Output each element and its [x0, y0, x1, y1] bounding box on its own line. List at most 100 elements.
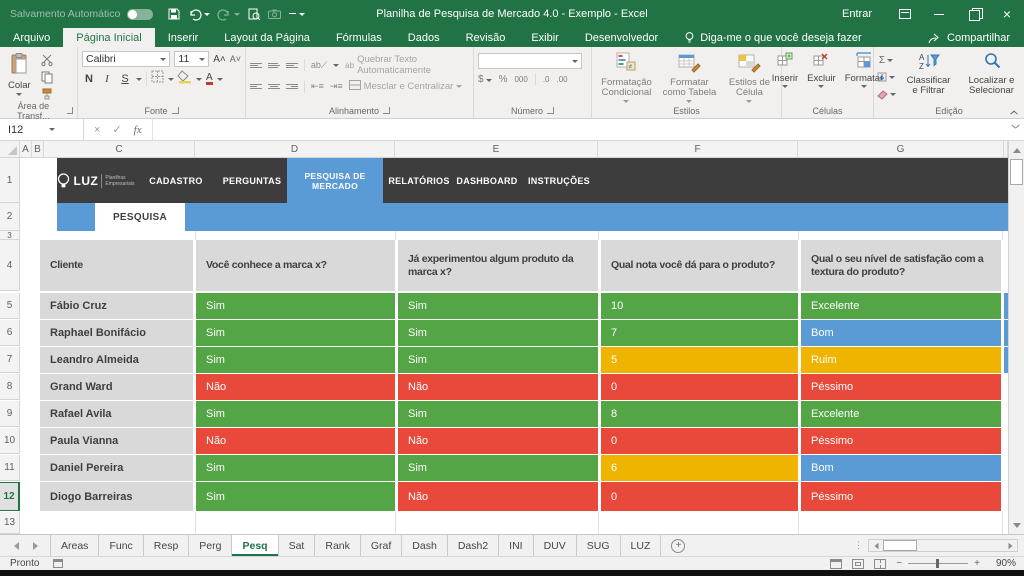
close-button[interactable]: × [1002, 6, 1012, 22]
cell-answer[interactable]: 0 [601, 374, 798, 400]
sheet-tab-pesq[interactable]: Pesq [232, 535, 279, 556]
cell-answer[interactable]: 5 [601, 347, 798, 373]
cell-answer[interactable]: Sim [196, 401, 395, 427]
cell-client[interactable]: Paula Vianna [40, 428, 193, 454]
column-header-c[interactable]: C [44, 141, 195, 157]
cell-client[interactable]: Rafael Avila [40, 401, 193, 427]
underline-button[interactable]: S [121, 73, 129, 85]
cell-client[interactable]: Leandro Almeida [40, 347, 193, 373]
ribbon-tab-layout-da-pagina[interactable]: Layout da Página [224, 31, 310, 44]
copy-icon[interactable] [39, 70, 55, 84]
cell-partial[interactable] [1004, 455, 1008, 481]
scroll-right-icon[interactable] [1004, 541, 1016, 550]
align-bottom-icon[interactable] [286, 62, 298, 68]
sheet-tab-graf[interactable]: Graf [361, 535, 403, 556]
cell-answer[interactable]: Sim [398, 320, 598, 346]
vertical-scroll-thumb[interactable] [1010, 159, 1023, 185]
percent-style-icon[interactable]: % [498, 73, 508, 85]
nav-tab-pesquisa-de-mercado[interactable]: PESQUISA DE MERCADO [287, 158, 383, 203]
number-dialog-launcher-icon[interactable] [547, 107, 554, 114]
sheet-nav-left-icon[interactable] [14, 541, 19, 550]
cell-client[interactable]: Diogo Barreiras [40, 482, 193, 511]
zoom-in-icon[interactable]: + [974, 558, 980, 569]
ribbon-tab-arquivo[interactable]: Arquivo [13, 31, 51, 44]
tab-splitter-handle[interactable]: ⋮ [854, 540, 864, 550]
cell-partial[interactable] [1004, 401, 1008, 427]
ribbon-tab-pagina-inicial[interactable]: Página Inicial [63, 28, 155, 47]
sheet-tab-rank[interactable]: Rank [315, 535, 361, 556]
number-format-combo[interactable] [478, 53, 582, 69]
align-top-icon[interactable] [250, 62, 262, 68]
cell-answer[interactable]: 6 [601, 455, 798, 481]
row-header[interactable]: 9 [0, 401, 20, 427]
cell-answer[interactable]: Bom [801, 320, 1001, 346]
ribbon-tab-desenvolvedor[interactable]: Desenvolvedor [584, 31, 659, 44]
cell-partial[interactable] [1004, 428, 1008, 454]
format-cells-button[interactable]: Formatar [842, 51, 887, 89]
bold-button[interactable]: N [85, 73, 93, 85]
tell-me-box[interactable]: Diga-me o que você deseja fazer [671, 28, 875, 47]
cell-answer[interactable]: Ruim [801, 347, 1001, 373]
scroll-up-icon[interactable] [1009, 142, 1024, 158]
zoom-out-icon[interactable]: − [896, 558, 903, 569]
font-color-icon[interactable]: A [206, 72, 213, 85]
table-header-q3[interactable]: Qual nota você dá para o produto? [601, 240, 798, 291]
row-header[interactable]: 5 [0, 293, 20, 319]
cell-answer[interactable]: Sim [196, 482, 395, 511]
italic-button[interactable]: I [105, 73, 109, 85]
camera-icon[interactable] [268, 9, 282, 19]
format-as-table-button[interactable]: Formatar como Tabela [659, 51, 720, 104]
cell-client[interactable]: Raphael Bonifácio [40, 320, 193, 346]
font-name-combo[interactable]: Calibri [82, 51, 171, 67]
sheet-nav-right-icon[interactable] [33, 541, 38, 550]
cell-answer[interactable]: 0 [601, 428, 798, 454]
nav-tab-relatorios[interactable]: RELATÓRIOS [388, 175, 450, 186]
column-header-e[interactable]: E [395, 141, 598, 157]
alignment-dialog-launcher-icon[interactable] [383, 107, 391, 114]
cell-answer[interactable]: Excelente [801, 401, 1001, 427]
merge-center-button[interactable]: Mesclar e Centralizar [348, 80, 463, 93]
vertical-scrollbar[interactable] [1008, 141, 1024, 534]
undo-icon[interactable] [188, 8, 211, 21]
cell-answer[interactable]: Sim [398, 401, 598, 427]
cell-partial[interactable] [1004, 482, 1008, 511]
collapse-ribbon-icon[interactable] [1010, 109, 1018, 114]
cell-answer[interactable]: Sim [196, 293, 395, 319]
row-header[interactable]: 2 [0, 203, 20, 231]
cell-answer[interactable]: Excelente [801, 293, 1001, 319]
scroll-down-icon[interactable] [1009, 517, 1024, 533]
formula-input[interactable] [153, 119, 1024, 140]
row-header[interactable]: 11 [0, 455, 20, 481]
increase-decimal-icon[interactable]: .0 [542, 74, 550, 84]
insert-function-icon[interactable]: fx [133, 123, 142, 136]
align-left-icon[interactable] [250, 84, 262, 89]
accessibility-icon[interactable] [53, 559, 64, 568]
cell-answer[interactable]: Sim [196, 455, 395, 481]
cell-answer[interactable]: Sim [196, 347, 395, 373]
column-header-b[interactable]: B [32, 141, 44, 157]
ribbon-tab-inserir[interactable]: Inserir [167, 31, 199, 44]
format-painter-icon[interactable] [39, 87, 55, 101]
sheet-tab-ini[interactable]: INI [499, 535, 534, 556]
new-sheet-button[interactable]: + [671, 538, 686, 553]
enter-icon[interactable]: ✓ [112, 124, 122, 136]
cell-partial[interactable] [1004, 320, 1008, 346]
wrap-text-button[interactable]: ab Quebrar Texto Automaticamente [345, 54, 469, 76]
sheet-tab-sat[interactable]: Sat [279, 535, 316, 556]
ribbon-display-options-button[interactable] [888, 0, 922, 28]
fill-color-icon[interactable] [177, 70, 192, 88]
shrink-font-icon[interactable]: A˅ [229, 54, 241, 64]
ribbon-tab-dados[interactable]: Dados [407, 31, 440, 44]
delete-cells-button[interactable]: Excluir [804, 51, 839, 89]
cell-answer[interactable]: Péssimo [801, 374, 1001, 400]
sheet-tab-dash2[interactable]: Dash2 [448, 535, 500, 556]
redo-icon[interactable] [217, 8, 241, 21]
font-size-combo[interactable]: 11 [174, 51, 210, 67]
zoom-level[interactable]: 90% [995, 558, 1016, 569]
column-header-g[interactable]: G [798, 141, 1004, 157]
row-header[interactable]: 3 [0, 231, 20, 240]
sheet-tab-func[interactable]: Func [99, 535, 144, 556]
ribbon-tab-formulas[interactable]: Fórmulas [335, 31, 382, 44]
horizontal-scrollbar[interactable] [868, 539, 1018, 552]
cancel-icon[interactable]: × [94, 123, 101, 136]
